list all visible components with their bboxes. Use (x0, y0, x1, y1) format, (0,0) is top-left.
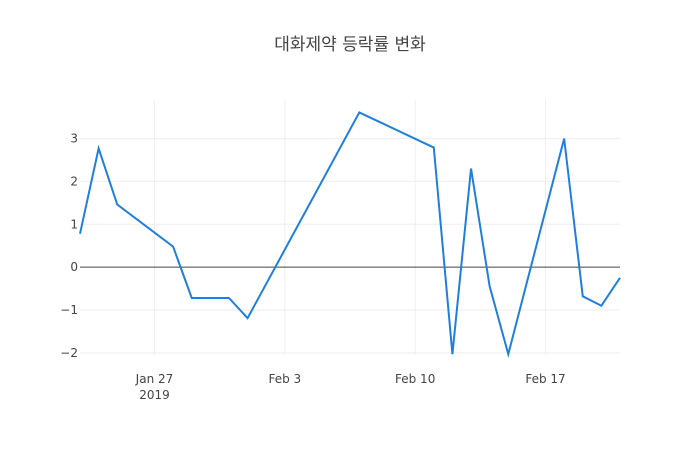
y-tick-label: 3 (70, 132, 78, 146)
y-tick-label: −1 (60, 303, 78, 317)
series-line (79, 111, 621, 359)
y-tick-label: 0 (70, 260, 78, 274)
x-tick-sublabel: 2019 (139, 388, 170, 402)
x-tick-label: Feb 17 (525, 372, 565, 386)
grid-layer (80, 100, 620, 355)
y-tick-label: 2 (70, 174, 78, 188)
x-tick-label: Feb 10 (395, 372, 435, 386)
axis-layer: Jan 27 2019 Feb 3 Feb 10 Feb 17 3 2 1 0 −1 −2 (60, 132, 565, 402)
y-tick-label: −2 (60, 346, 78, 360)
y-tick-label: 1 (70, 217, 78, 231)
x-tick-label: Feb 3 (268, 372, 301, 386)
x-tick-label: Jan 27 (135, 372, 174, 386)
series-layer (79, 111, 621, 359)
chart-title: 대화제약 등락률 변화 (274, 35, 426, 55)
